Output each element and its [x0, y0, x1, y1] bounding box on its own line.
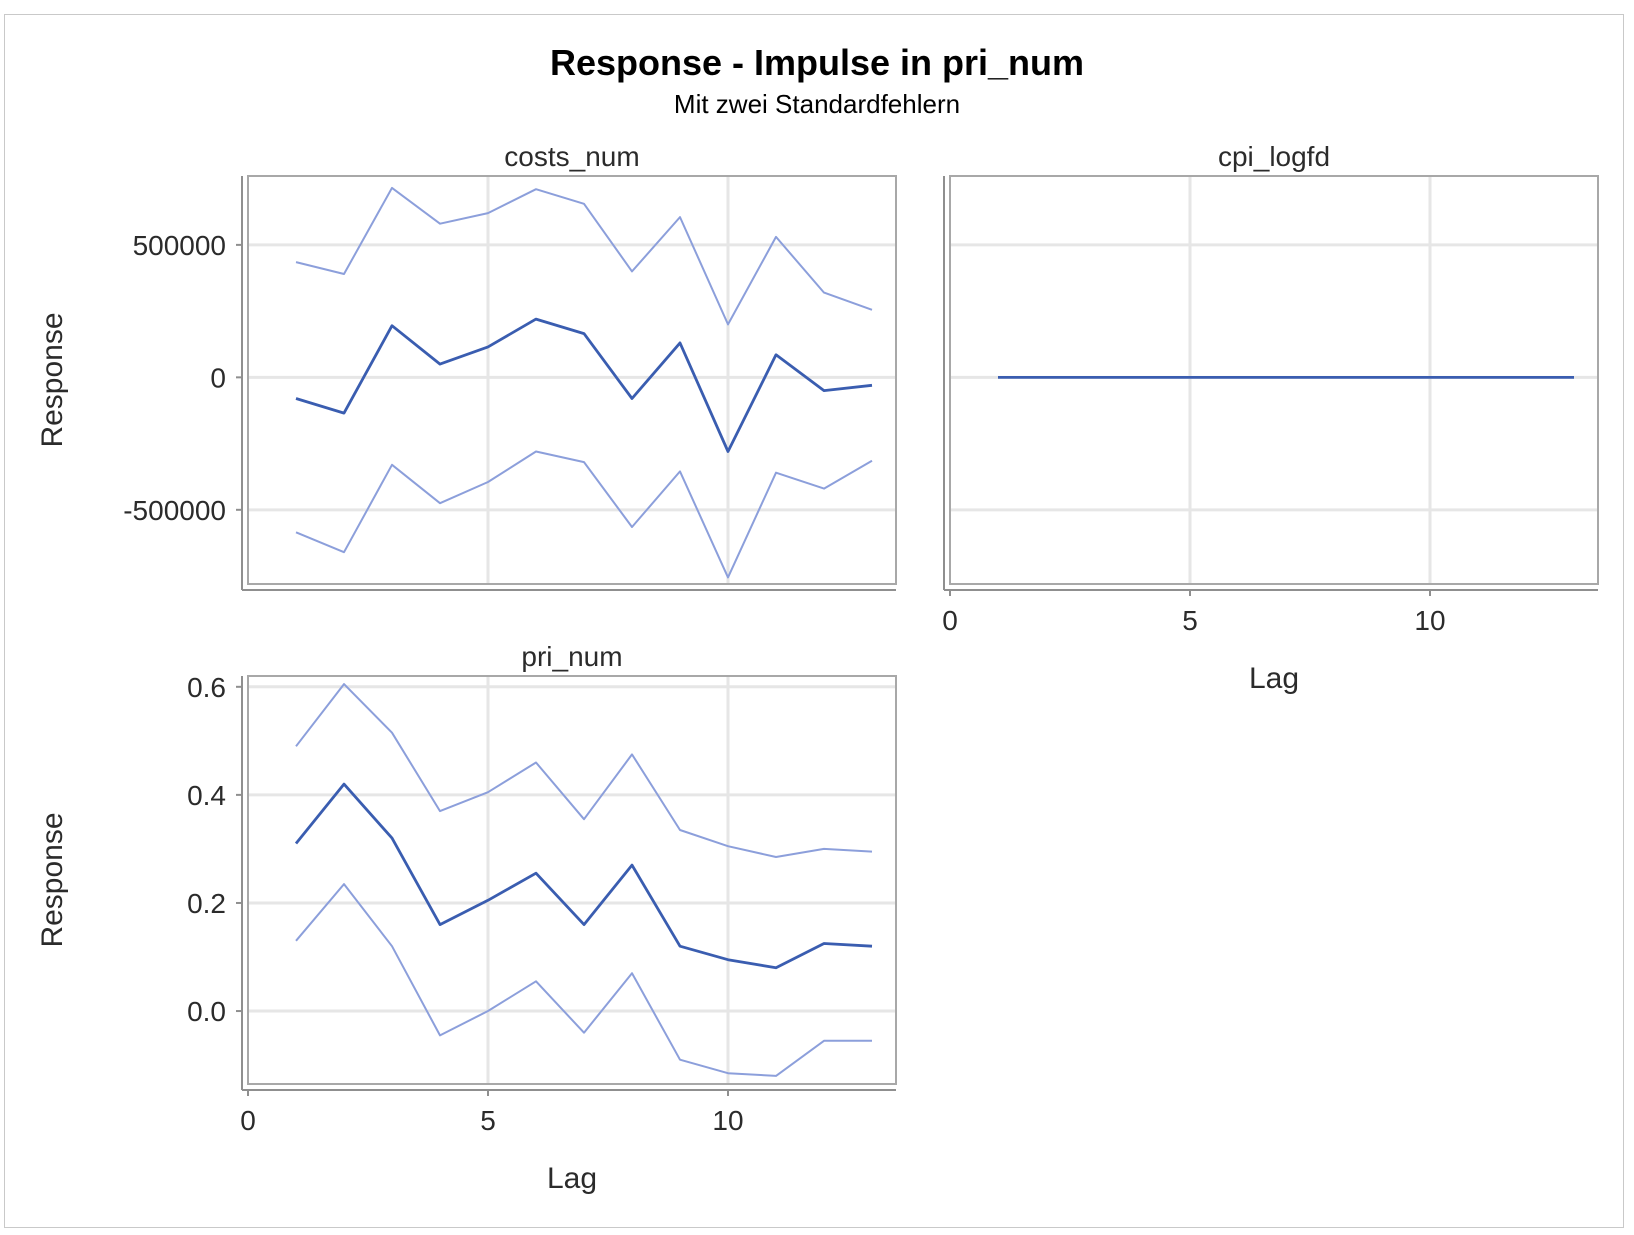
y-tick-label: 0	[210, 362, 226, 393]
y-axis-label: Response	[36, 812, 69, 947]
series-line-lower	[295, 883, 872, 1077]
y-tick-label: -500000	[123, 495, 226, 526]
y-tick-label: 0.0	[187, 996, 226, 1027]
panel-costs: costs_num -500000 0 500000 Response	[36, 141, 897, 591]
y-tick-label: 0.2	[187, 888, 226, 919]
plot-frame	[949, 175, 1599, 585]
figure-frame	[4, 14, 1624, 1228]
series-line-upper	[295, 186, 873, 326]
panel-title: costs_num	[504, 141, 639, 172]
x-tick-label: 5	[1182, 605, 1198, 636]
series-line-upper	[295, 683, 873, 858]
series-line-response	[295, 317, 873, 453]
x-tick-label: 5	[480, 1105, 496, 1136]
y-tick-label: 500000	[133, 230, 226, 261]
chart-subtitle: Mit zwei Standardfehlern	[674, 89, 960, 119]
panel-pri: pri_num 0.0 0.2 0.4 0.6 0 5 10 Lag Response	[36, 641, 897, 1195]
x-tick-label: 10	[712, 1105, 743, 1136]
series-line-lower	[295, 450, 873, 579]
y-axis-label: Response	[36, 312, 69, 447]
x-axis-label: Lag	[1249, 662, 1299, 695]
plot-frame	[247, 175, 897, 585]
y-tick-label: 0.4	[187, 780, 226, 811]
series-line-response	[294, 782, 873, 970]
x-tick-label: 10	[1414, 605, 1445, 636]
x-tick-label: 0	[240, 1105, 256, 1136]
plot-frame	[247, 675, 897, 1085]
panels-layer: costs_num -500000 0 500000 Response cpi_logfd…	[36, 141, 1599, 1195]
y-tick-label: 0.6	[187, 672, 226, 703]
chart-title: Response - Impulse in pri_num	[550, 42, 1084, 83]
x-axis-label: Lag	[547, 1162, 597, 1195]
panel-title: cpi_logfd	[1218, 141, 1330, 172]
panel-cpi: cpi_logfd 0 5 10 Lag	[942, 141, 1599, 695]
panel-title: pri_num	[521, 641, 622, 672]
x-tick-label: 0	[942, 605, 958, 636]
